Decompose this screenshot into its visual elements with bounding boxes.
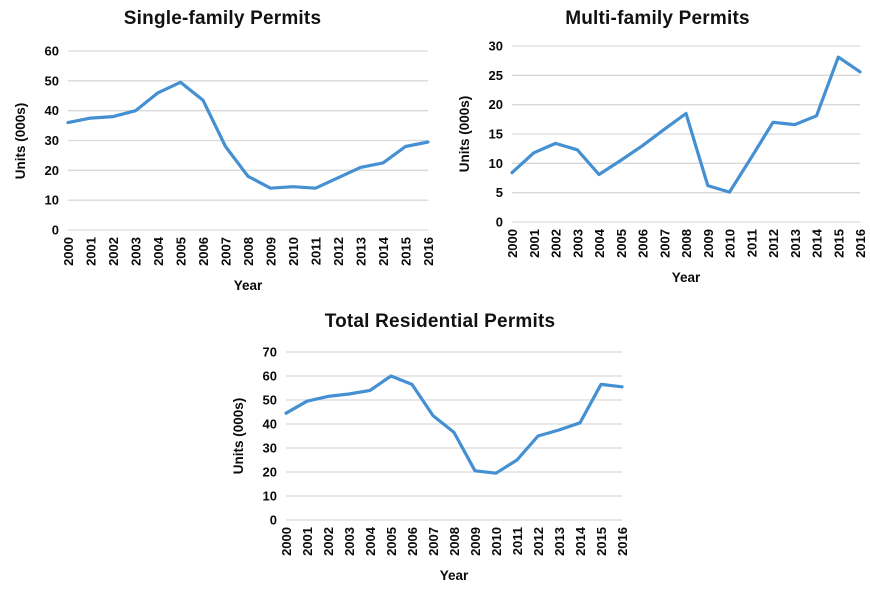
y-tick-label: 60: [45, 44, 59, 59]
x-tick-label: 2016: [421, 237, 436, 266]
y-tick-label: 0: [52, 223, 59, 238]
x-tick-label: 2009: [264, 237, 279, 266]
y-tick-label: 40: [263, 417, 277, 432]
x-tick-label: 2003: [342, 527, 357, 556]
y-tick-label: 0: [496, 215, 503, 230]
multi-family-permits-chart: Multi-family Permits Units (000s) 0 5 10 15…: [445, 5, 870, 300]
x-tick-label: 2006: [405, 527, 420, 556]
x-tick-label: 2007: [657, 229, 672, 258]
x-tick-label: 2011: [309, 237, 324, 265]
y-tick-label: 10: [489, 156, 503, 171]
x-axis-label: Year: [671, 270, 701, 285]
y-tick-label: 10: [45, 193, 59, 208]
x-tick-label: 2005: [174, 237, 189, 266]
y-tick-label: 30: [489, 39, 503, 54]
x-tick-label: 2000: [279, 527, 294, 556]
x-tick-label: 2000: [61, 237, 76, 266]
x-tick-label: 2005: [614, 229, 629, 258]
x-tick-label: 2001: [300, 527, 315, 556]
total-residential-permits-chart: Total Residential Permits Units (000s) 0…: [215, 308, 665, 599]
x-tick-label: 2010: [286, 237, 301, 266]
x-tick-label: 2003: [570, 229, 585, 258]
plot-area: 0 5 10 15 20 25 30 2000 2001 2002 2003 2004 2005 2006…: [489, 39, 868, 258]
x-tick-label: 2013: [354, 237, 369, 266]
x-tick-label: 2011: [510, 527, 525, 555]
x-tick-label: 2012: [331, 237, 346, 266]
x-tick-label: 2014: [810, 228, 825, 258]
x-tick-label: 2002: [321, 527, 336, 556]
x-tick-label: 2001: [527, 229, 542, 258]
y-tick-label: 70: [263, 345, 277, 360]
data-line: [66, 80, 430, 190]
y-tick-label: 15: [489, 127, 503, 142]
x-tick-label: 2013: [788, 229, 803, 258]
chart-title: Single-family Permits: [123, 8, 322, 29]
single-family-permits-chart: Single-family Permits Units (000s) 0 10 20…: [10, 5, 436, 300]
x-tick-label: 2003: [129, 237, 144, 266]
x-tick-label: 2004: [363, 526, 378, 556]
y-tick-label: 50: [263, 393, 277, 408]
y-tick-label: 20: [263, 465, 277, 480]
y-tick-label: 10: [263, 489, 277, 504]
x-tick-label: 2016: [615, 527, 630, 556]
data-line: [510, 55, 862, 194]
chart-title: Total Residential Permits: [324, 311, 556, 332]
x-tick-label: 2005: [384, 527, 399, 556]
x-tick-label: 2001: [84, 237, 99, 266]
x-tick-label: 2015: [594, 527, 609, 556]
x-tick-label: 2010: [723, 229, 738, 258]
y-tick-label: 0: [270, 513, 277, 528]
x-tick-label: 2007: [426, 527, 441, 556]
y-tick-label: 60: [263, 369, 277, 384]
x-tick-label: 2014: [573, 526, 588, 556]
y-tick-label: 25: [489, 68, 503, 83]
x-tick-label: 2010: [489, 527, 504, 556]
x-tick-label: 2002: [549, 229, 564, 258]
y-tick-label: 30: [45, 133, 59, 148]
x-tick-label: 2004: [592, 228, 607, 258]
x-tick-label: 2011: [744, 229, 759, 257]
plot-area: 0 10 20 30 40 50 60 70 2000 2001 2002 2003 2004 2005 2…: [263, 345, 630, 556]
y-tick-label: 20: [45, 163, 59, 178]
y-tick-label: 40: [45, 103, 59, 118]
x-axis-label: Year: [233, 278, 263, 293]
x-tick-label: 2008: [447, 527, 462, 556]
x-tick-label: 2012: [531, 527, 546, 556]
plot-area: 0 10 20 30 40 50 60 2000 2001 2002 2003 2004 2005 200…: [45, 44, 436, 266]
chart-title: Multi-family Permits: [565, 8, 750, 29]
x-tick-label: 2006: [196, 237, 211, 266]
x-tick-label: 2006: [636, 229, 651, 258]
y-tick-label: 5: [496, 185, 503, 200]
y-tick-label: 50: [45, 73, 59, 88]
x-tick-label: 2016: [853, 229, 868, 258]
x-tick-label: 2014: [376, 236, 391, 266]
data-line: [284, 374, 624, 475]
x-tick-label: 2004: [151, 236, 166, 266]
y-tick-label: 20: [489, 97, 503, 112]
x-tick-label: 2015: [831, 229, 846, 258]
x-tick-label: 2008: [679, 229, 694, 258]
x-tick-label: 2009: [468, 527, 483, 556]
y-tick-label: 30: [263, 441, 277, 456]
x-tick-label: 2000: [505, 229, 520, 258]
x-axis-label: Year: [439, 568, 469, 583]
x-tick-label: 2015: [399, 237, 414, 266]
x-tick-label: 2012: [766, 229, 781, 258]
x-tick-label: 2009: [701, 229, 716, 258]
x-tick-label: 2013: [552, 527, 567, 556]
x-tick-label: 2007: [219, 237, 234, 266]
x-tick-label: 2008: [241, 237, 256, 266]
x-tick-label: 2002: [106, 237, 121, 266]
